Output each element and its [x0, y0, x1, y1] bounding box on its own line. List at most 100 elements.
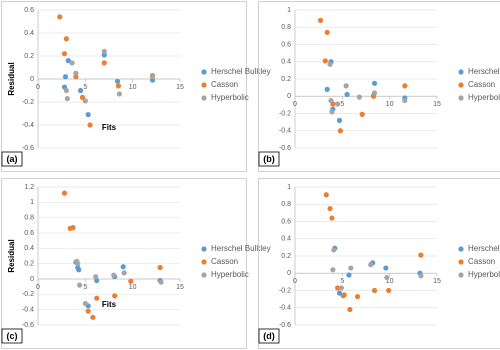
data-point	[65, 58, 71, 64]
data-point	[82, 98, 88, 104]
data-point	[347, 306, 353, 313]
legend-label: Casson	[468, 257, 495, 266]
x-tick-label: 0	[293, 278, 297, 285]
x-tick-label: 10	[386, 278, 394, 285]
x-tick-label: 0	[293, 101, 297, 108]
data-point	[77, 282, 83, 288]
y-tick-label: 0.2	[24, 53, 34, 60]
data-point	[90, 314, 96, 320]
data-point	[70, 225, 76, 231]
legend-label: Casson	[468, 80, 495, 89]
data-point	[371, 287, 378, 294]
data-point	[121, 270, 127, 276]
data-point	[149, 74, 156, 80]
data-point	[348, 265, 354, 271]
panel-label-box	[258, 151, 280, 167]
y-tick-label: 0.8	[281, 201, 291, 208]
legend-marker	[201, 272, 207, 278]
x-tick-label: 5	[340, 101, 344, 108]
data-point	[324, 29, 330, 36]
y-tick-label: 0.8	[24, 215, 34, 222]
legend-label: Hyperbolic	[211, 270, 249, 279]
y-tick-label: 0.4	[281, 236, 291, 243]
legend-marker	[458, 259, 464, 265]
y-tick-label: 0.2	[281, 253, 291, 260]
data-point	[335, 101, 341, 107]
data-point	[418, 252, 424, 258]
data-point	[328, 97, 334, 104]
panel-label: (c)	[7, 331, 18, 341]
data-point	[383, 265, 389, 271]
data-point	[57, 14, 63, 20]
data-point	[402, 83, 408, 89]
legend-label: Casson	[211, 80, 238, 89]
x-tick-label: 10	[386, 101, 394, 108]
y-tick-label: -0.6	[279, 322, 291, 329]
data-point	[85, 112, 91, 118]
data-point	[329, 215, 335, 221]
x-tick-label: 15	[176, 84, 184, 91]
y-tick-label: -0.6	[22, 145, 34, 152]
legend-label: Hyperbolic	[211, 93, 249, 102]
data-point	[120, 264, 126, 270]
data-point	[330, 267, 336, 273]
data-point	[323, 192, 329, 198]
y-tick-label: 0	[30, 276, 34, 283]
x-tick-label: 15	[433, 101, 441, 108]
panel-label: (d)	[263, 331, 275, 341]
data-point	[341, 292, 347, 298]
data-point	[386, 287, 392, 294]
data-point	[79, 94, 86, 100]
data-point	[63, 87, 69, 94]
y-tick-label: 1.2	[24, 184, 34, 191]
x-tick-label: 15	[433, 278, 441, 285]
data-point	[116, 91, 123, 97]
data-point	[82, 300, 88, 307]
x-tick-label: 15	[176, 284, 184, 291]
legend-marker	[458, 246, 464, 252]
legend-label: Herschel Bulkley	[468, 244, 500, 253]
data-point	[85, 308, 91, 314]
data-point	[322, 58, 328, 64]
y-tick-label: -0.4	[22, 122, 34, 129]
y-tick-label: 0.2	[24, 261, 34, 268]
y-tick-label: -0.4	[279, 128, 291, 135]
data-point	[158, 279, 164, 285]
data-point	[331, 247, 337, 253]
data-point	[69, 60, 75, 66]
data-point	[418, 273, 424, 279]
panel-frame	[1, 178, 247, 349]
data-point	[61, 51, 68, 57]
y-tick-label: -0.4	[279, 305, 291, 312]
data-point	[101, 60, 107, 66]
legend-label: Hyperbolic	[468, 93, 500, 102]
data-point	[336, 117, 343, 123]
y-tick-label: 0.6	[281, 41, 291, 48]
y-tick-label: 1	[30, 199, 34, 206]
legend-label: Herschel Bulkley	[211, 244, 271, 253]
panel-label-box	[1, 151, 23, 167]
data-point	[128, 278, 134, 284]
y-tick-label: 0	[287, 270, 291, 277]
y-tick-label: -0.2	[279, 110, 291, 117]
legend-label: Hyperbolic	[468, 270, 500, 279]
data-point	[402, 97, 408, 104]
y-tick-label: -0.2	[279, 287, 291, 294]
y-tick-label: 0.4	[24, 245, 34, 252]
data-point	[329, 109, 335, 115]
x-axis-title: Fits	[102, 300, 117, 309]
y-tick-label: 0	[30, 76, 34, 83]
data-point	[317, 17, 324, 23]
data-point	[157, 264, 163, 271]
data-point	[384, 274, 390, 281]
y-tick-label: -0.6	[22, 322, 34, 329]
panel-label-box	[1, 328, 23, 344]
data-point	[327, 61, 333, 67]
y-tick-label: -0.6	[279, 145, 291, 152]
y-tick-label: -0.2	[22, 99, 34, 106]
data-point	[112, 293, 118, 299]
legend-marker	[458, 69, 464, 75]
y-tick-label: 0.6	[281, 218, 291, 225]
data-point	[61, 190, 68, 196]
